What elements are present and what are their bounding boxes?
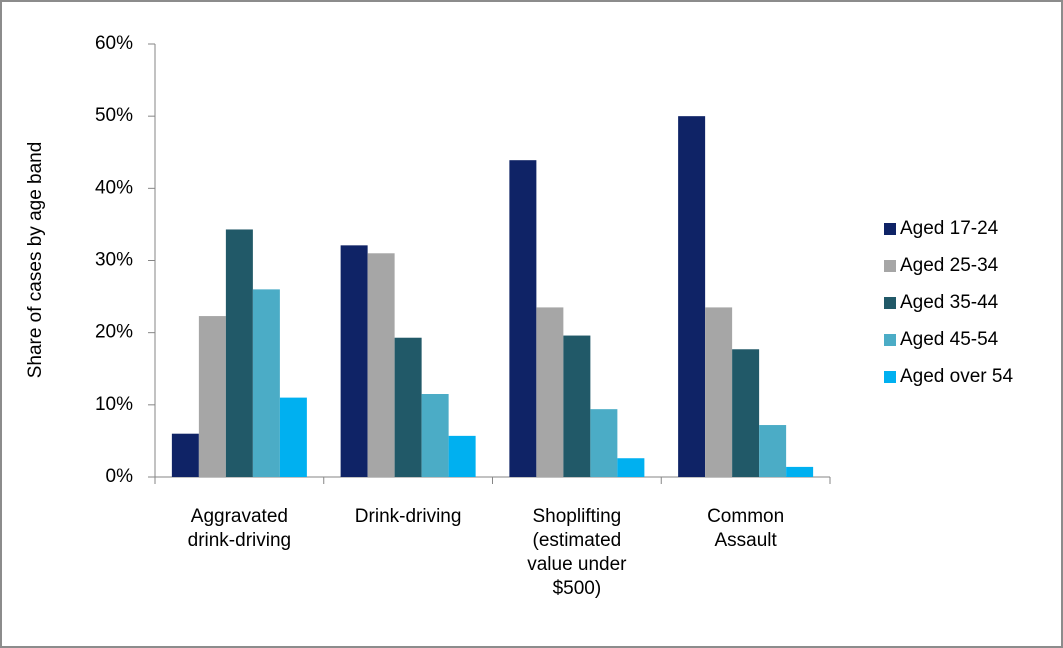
legend-label: Aged 25-34 [900,255,999,276]
x-tick-label: Shoplifting (estimated value under $500) [527,506,627,599]
bar [786,466,814,477]
bar [759,425,787,477]
bar [394,337,422,477]
bar [252,289,280,477]
bar [421,394,449,477]
bar [509,160,537,477]
legend-swatch [884,297,896,309]
bar [448,435,476,477]
bar [563,335,591,477]
bar [536,307,564,477]
legend-swatch [884,334,896,346]
legend-swatch [884,371,896,383]
bar [705,307,733,477]
y-tick-label: 10% [95,394,133,415]
bar [340,245,368,477]
x-tick-label: Aggravated drink-driving [187,506,292,551]
bar [732,349,760,477]
legend-label: Aged 17-24 [900,218,999,239]
bar [171,433,199,477]
x-tick-label: Drink-driving [354,506,462,527]
x-tick-label: Common Assault [707,506,785,551]
bar [225,229,253,477]
legend-swatch [884,260,896,272]
y-tick-label: 60% [95,33,133,54]
y-tick-label: 20% [95,322,133,343]
bar [617,458,645,477]
legend-label: Aged 45-54 [900,329,999,350]
bar [590,409,618,477]
y-axis-label: Share of cases by age band [25,142,46,379]
y-tick-label: 0% [106,466,134,487]
legend-swatch [884,223,896,235]
y-tick-label: 40% [95,177,133,198]
bar [198,316,226,477]
y-tick-label: 30% [95,250,133,271]
bar [279,397,307,477]
y-tick-label: 50% [95,105,133,126]
legend-label: Aged over 54 [900,366,1013,387]
legend-label: Aged 35-44 [900,292,999,313]
bar [678,116,706,478]
bar [367,253,395,477]
